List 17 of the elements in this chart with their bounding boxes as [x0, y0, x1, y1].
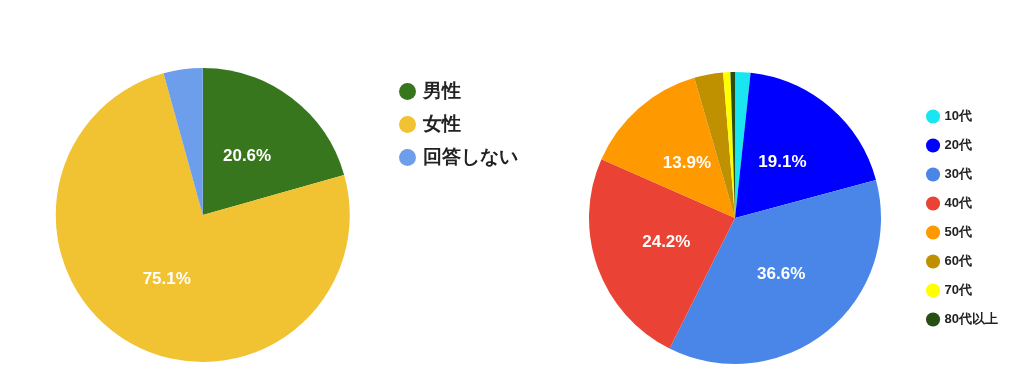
legend-label: 30代 — [944, 166, 973, 182]
legend-label: 50代 — [944, 224, 973, 240]
legend-label: 40代 — [944, 195, 973, 211]
legend-label: 女性 — [422, 112, 461, 134]
legend-label: 20代 — [944, 137, 973, 153]
data-label: 13.9% — [662, 152, 712, 172]
data-label: 36.6% — [757, 264, 806, 284]
data-label: 19.1% — [758, 152, 807, 172]
legend-label: 回答しない — [423, 145, 518, 167]
legend-label: 70代 — [944, 282, 973, 298]
data-label: 24.2% — [642, 232, 691, 252]
legend-label: 10代 — [944, 108, 973, 124]
legend-label: 男性 — [422, 79, 461, 101]
data-label: 20.6% — [222, 146, 272, 166]
data-label: 75.1% — [142, 268, 191, 288]
legend-label: 60代 — [944, 253, 973, 269]
legend-label: 80代以上 — [944, 311, 999, 327]
